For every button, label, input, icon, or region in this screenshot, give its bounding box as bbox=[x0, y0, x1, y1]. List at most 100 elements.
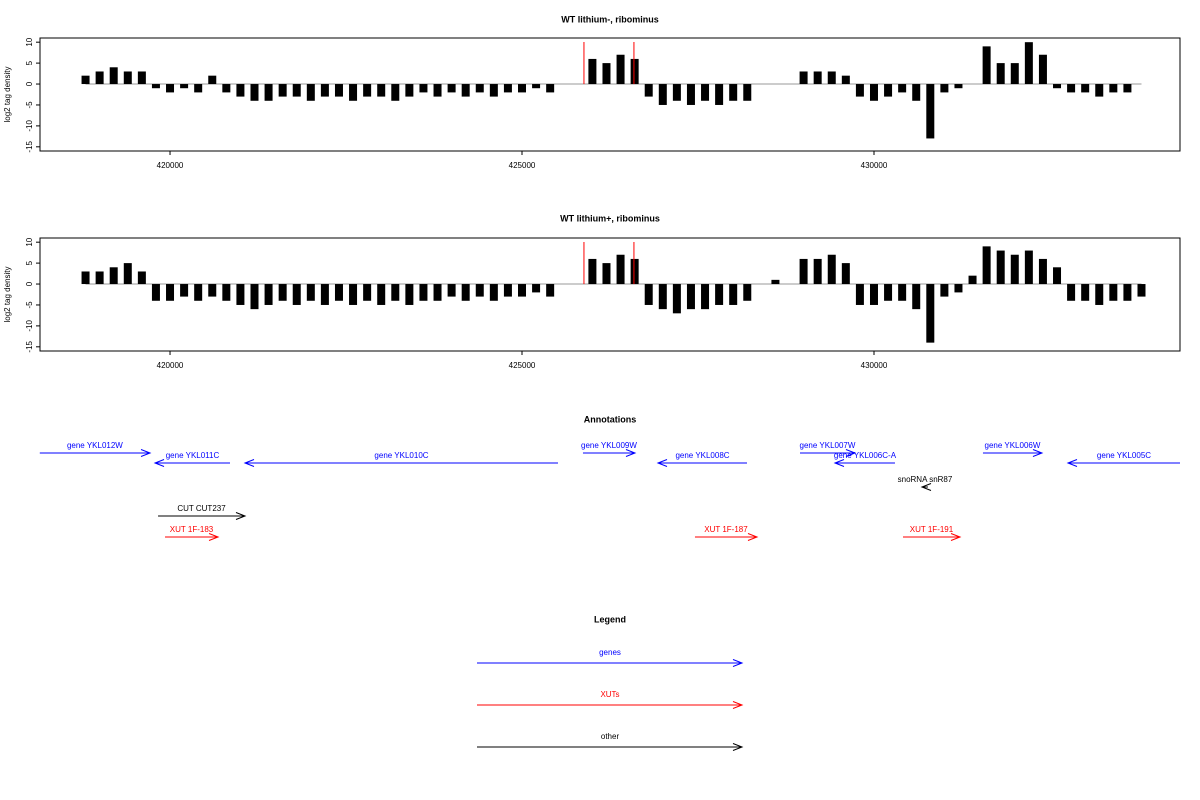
chart-title: WT lithium+, ribominus bbox=[560, 213, 660, 223]
feature-label: gene YKL011C bbox=[166, 451, 220, 460]
bar bbox=[884, 284, 893, 301]
bar bbox=[869, 284, 878, 305]
bar bbox=[898, 284, 907, 301]
bar bbox=[123, 71, 132, 85]
feature-arrow-head bbox=[235, 512, 247, 520]
chart-title: WT lithium-, ribominus bbox=[561, 14, 659, 24]
bar bbox=[743, 284, 752, 301]
bar bbox=[630, 58, 639, 85]
x-tick-label: 425000 bbox=[509, 361, 536, 370]
bar bbox=[137, 271, 146, 285]
y-tick-label: -5 bbox=[25, 101, 34, 109]
bar bbox=[334, 284, 343, 301]
bar bbox=[433, 284, 442, 301]
bar bbox=[518, 284, 527, 297]
feature-arrow-head bbox=[140, 449, 152, 457]
bar bbox=[546, 284, 555, 297]
y-tick-label: -10 bbox=[25, 120, 34, 132]
bar bbox=[1137, 284, 1146, 297]
bar bbox=[349, 84, 358, 101]
bar bbox=[194, 84, 203, 93]
y-tick-label: 0 bbox=[25, 281, 34, 286]
bar bbox=[1053, 267, 1062, 285]
y-tick-label: 5 bbox=[25, 60, 34, 65]
legend-label: XUTs bbox=[600, 690, 619, 699]
bar bbox=[658, 284, 667, 310]
bar bbox=[419, 84, 428, 93]
bar bbox=[250, 84, 259, 101]
feature-arrow-head bbox=[153, 459, 165, 467]
bar bbox=[334, 84, 343, 97]
bar bbox=[320, 284, 329, 305]
bar bbox=[996, 63, 1005, 85]
bar bbox=[855, 84, 864, 97]
bar bbox=[447, 284, 456, 297]
bar bbox=[1109, 284, 1118, 301]
bar bbox=[1123, 84, 1132, 93]
feature-arrow-head bbox=[747, 533, 759, 541]
bar bbox=[222, 284, 231, 301]
bar bbox=[771, 279, 780, 285]
bar bbox=[151, 84, 160, 89]
feature-arrow-head bbox=[1032, 449, 1044, 457]
y-tick-label: 5 bbox=[25, 260, 34, 265]
bar bbox=[405, 284, 414, 305]
bar bbox=[95, 71, 104, 85]
bar bbox=[954, 84, 963, 89]
annotations-title: Annotations bbox=[584, 414, 637, 424]
bar bbox=[1010, 254, 1019, 285]
x-tick-label: 430000 bbox=[861, 161, 888, 170]
bar bbox=[644, 284, 653, 305]
bar bbox=[546, 84, 555, 93]
bar bbox=[827, 71, 836, 85]
legend-arrow-head bbox=[732, 701, 744, 709]
bar bbox=[503, 284, 512, 297]
bar bbox=[447, 84, 456, 93]
bar bbox=[729, 284, 738, 305]
bar bbox=[1095, 84, 1104, 97]
feature-label: gene YKL012W bbox=[67, 441, 123, 450]
bar bbox=[799, 258, 808, 285]
bar bbox=[701, 284, 710, 310]
bar bbox=[982, 46, 991, 85]
feature-label: gene YKL006W bbox=[985, 441, 1041, 450]
bar bbox=[1067, 284, 1076, 301]
bar bbox=[264, 84, 273, 101]
bar bbox=[180, 284, 189, 297]
bar bbox=[813, 71, 822, 85]
bar bbox=[1123, 284, 1132, 301]
bar bbox=[799, 71, 808, 85]
bar bbox=[841, 263, 850, 285]
bar bbox=[1038, 258, 1047, 285]
bar bbox=[940, 84, 949, 93]
feature-label: XUT 1F-187 bbox=[704, 525, 748, 534]
bar bbox=[236, 284, 245, 305]
bar bbox=[940, 284, 949, 297]
feature-arrow-head bbox=[243, 459, 255, 467]
bar bbox=[701, 84, 710, 101]
bar bbox=[602, 263, 611, 285]
bar bbox=[1081, 84, 1090, 93]
bar bbox=[166, 284, 175, 301]
bar bbox=[489, 284, 498, 301]
bar bbox=[419, 284, 428, 301]
bar bbox=[433, 84, 442, 97]
bar bbox=[884, 84, 893, 97]
y-tick-label: -15 bbox=[25, 140, 34, 152]
bar bbox=[208, 75, 217, 85]
bar bbox=[715, 284, 724, 305]
feature-arrow-head bbox=[208, 533, 220, 541]
bar bbox=[180, 84, 189, 89]
bar bbox=[349, 284, 358, 305]
legend-title: Legend bbox=[594, 614, 626, 624]
bar bbox=[715, 84, 724, 105]
bar bbox=[306, 84, 315, 101]
bar bbox=[686, 284, 695, 310]
bar bbox=[1024, 42, 1033, 85]
bar bbox=[616, 54, 625, 85]
y-tick-label: 10 bbox=[25, 237, 34, 246]
y-tick-label: 10 bbox=[25, 37, 34, 46]
bar bbox=[729, 84, 738, 101]
bar bbox=[461, 84, 470, 97]
bar bbox=[743, 84, 752, 101]
